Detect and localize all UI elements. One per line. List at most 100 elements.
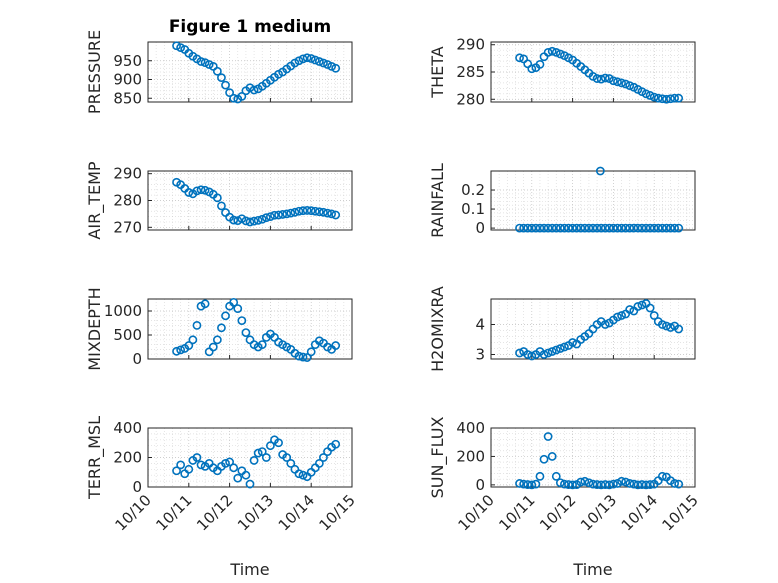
data-point bbox=[662, 94, 671, 104]
y-tick-label: 0 bbox=[475, 476, 485, 494]
data-point bbox=[596, 480, 606, 490]
y-tick-label: 850 bbox=[113, 89, 142, 107]
y-tick-label: 285 bbox=[456, 63, 485, 81]
data-point bbox=[212, 193, 222, 203]
data-point bbox=[657, 94, 667, 104]
data-point bbox=[261, 213, 271, 223]
data-point bbox=[564, 223, 573, 233]
data-point bbox=[633, 223, 643, 233]
data-point bbox=[176, 345, 186, 355]
y-tick-label: 290 bbox=[113, 165, 142, 183]
data-point bbox=[298, 470, 308, 480]
data-point bbox=[609, 76, 618, 86]
y-axis-label: SUN_FLUX bbox=[428, 417, 448, 499]
data-point bbox=[196, 57, 206, 66]
y-tick-label: 400 bbox=[456, 419, 485, 437]
axes-box bbox=[147, 170, 353, 231]
data-point bbox=[233, 473, 243, 483]
data-point bbox=[527, 351, 537, 361]
data-point bbox=[200, 299, 210, 309]
data-point bbox=[657, 320, 667, 329]
data-point bbox=[588, 479, 598, 489]
data-point bbox=[233, 216, 243, 226]
data-point bbox=[523, 223, 533, 233]
data-point bbox=[547, 347, 557, 356]
data-point bbox=[609, 223, 618, 233]
y-tick-label: 0 bbox=[475, 219, 485, 237]
data-point bbox=[662, 321, 671, 331]
data-point bbox=[551, 471, 561, 481]
data-point bbox=[331, 63, 341, 73]
data-point bbox=[274, 438, 283, 448]
data-point bbox=[645, 303, 655, 313]
data-point bbox=[653, 223, 663, 233]
data-point bbox=[294, 469, 304, 479]
data-point bbox=[237, 316, 247, 325]
data-point bbox=[302, 206, 312, 215]
y-tick-label: 200 bbox=[113, 449, 142, 467]
data-point bbox=[257, 214, 267, 224]
data-point bbox=[217, 73, 226, 83]
data-point bbox=[257, 340, 267, 349]
data-point bbox=[543, 432, 553, 441]
data-point bbox=[674, 324, 684, 334]
data-point bbox=[323, 208, 332, 218]
x-tick-label: 10/10 bbox=[112, 491, 155, 534]
data-point bbox=[641, 480, 651, 490]
data-point bbox=[666, 323, 675, 332]
data-point bbox=[662, 223, 671, 233]
data-point bbox=[666, 223, 675, 233]
data-point bbox=[188, 335, 198, 345]
data-point bbox=[617, 223, 626, 233]
data-point bbox=[221, 458, 230, 468]
data-point bbox=[551, 223, 561, 233]
data-point bbox=[617, 311, 626, 320]
data-point bbox=[645, 91, 655, 100]
data-point bbox=[584, 223, 594, 233]
x-tick-label: 10/15 bbox=[659, 491, 702, 534]
data-point bbox=[314, 207, 324, 217]
x-tick-label: 10/11 bbox=[152, 491, 195, 534]
data-point bbox=[298, 54, 308, 64]
data-point bbox=[576, 477, 586, 487]
data-point bbox=[229, 297, 239, 307]
data-point bbox=[302, 353, 312, 362]
data-point bbox=[539, 350, 549, 359]
data-point bbox=[306, 467, 316, 477]
data-point bbox=[310, 55, 320, 65]
y-axis-label: H2OMIXRA bbox=[428, 286, 447, 372]
y-tick-label: 0.2 bbox=[461, 181, 485, 199]
y-tick-label: 280 bbox=[113, 192, 142, 210]
data-point bbox=[208, 342, 218, 352]
y-axis-label: AIR_TEMP bbox=[85, 161, 105, 239]
y-tick-label: 0 bbox=[132, 478, 142, 496]
data-point bbox=[595, 166, 605, 176]
data-point bbox=[294, 351, 304, 361]
y-tick-label: 950 bbox=[113, 52, 142, 70]
data-point bbox=[535, 223, 545, 233]
data-point bbox=[670, 479, 679, 488]
data-point bbox=[298, 206, 308, 216]
y-axis-label: THETA bbox=[428, 46, 447, 98]
data-point bbox=[172, 466, 181, 476]
data-point bbox=[649, 92, 659, 102]
data-point bbox=[617, 78, 626, 88]
subplot-7: 0 200 400 TERR_MSL 10/1010/1110/1210/1310/14… bbox=[85, 416, 359, 579]
data-point bbox=[241, 470, 251, 480]
data-point bbox=[331, 210, 341, 220]
data-point bbox=[245, 479, 255, 489]
y-tick-label: 0 bbox=[132, 350, 142, 368]
data-point bbox=[637, 300, 647, 310]
data-point bbox=[637, 223, 647, 233]
data-point bbox=[555, 223, 565, 233]
data-point bbox=[580, 223, 590, 233]
data-point bbox=[261, 453, 271, 462]
data-point bbox=[237, 91, 247, 101]
data-point bbox=[555, 49, 565, 59]
y-axis-label: TERR_MSL bbox=[85, 416, 105, 500]
data-point bbox=[600, 73, 610, 83]
data-point bbox=[539, 223, 549, 233]
x-tick-label: 10/13 bbox=[234, 491, 277, 534]
